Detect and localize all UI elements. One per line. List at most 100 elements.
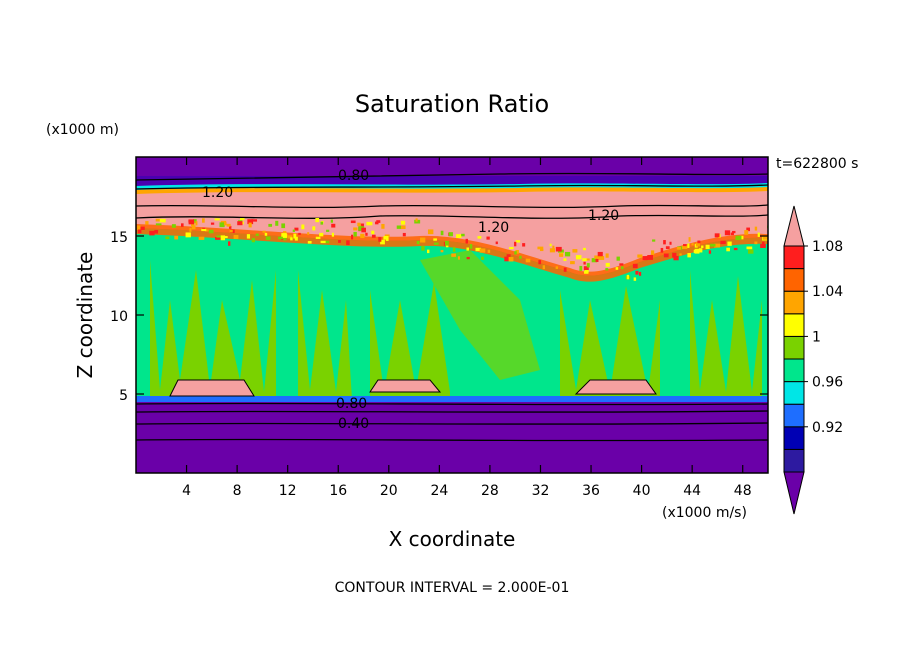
texture-speck (264, 232, 268, 236)
texture-speck (637, 254, 643, 258)
texture-speck (171, 224, 176, 228)
texture-speck (262, 230, 266, 233)
colorbar-tick-label: 1.04 (812, 284, 843, 300)
texture-speck (228, 225, 232, 229)
texture-speck (443, 241, 446, 246)
texture-speck (350, 220, 356, 224)
x-tick-label: 16 (329, 483, 347, 499)
texture-speck (733, 247, 738, 251)
texture-speck (727, 241, 732, 246)
texture-speck (159, 218, 166, 223)
texture-speck (537, 246, 544, 250)
texture-speck (579, 265, 583, 271)
texture-speck (508, 257, 514, 262)
texture-speck (219, 222, 225, 228)
contour-label: 0.80 (338, 168, 369, 184)
texture-speck (647, 255, 653, 260)
contour-labels: 0.80 1.20 1.20 1.20 0.80 0.40 (202, 168, 619, 432)
texture-speck (282, 231, 287, 234)
texture-speck (642, 256, 648, 261)
colorbar-tick-label: 0.96 (812, 375, 843, 391)
texture-speck (652, 239, 656, 242)
x-axis: 4 8 12 16 20 24 28 32 36 40 44 48 (182, 157, 752, 499)
texture-speck (294, 236, 298, 241)
y-axis-label: Z coordinate (73, 252, 97, 379)
texture-speck (632, 263, 638, 269)
texture-speck (324, 240, 330, 244)
texture-speck (495, 241, 498, 245)
contour-field (136, 157, 768, 473)
texture-speck (663, 240, 666, 245)
texture-speck (228, 241, 231, 246)
texture-speck (615, 267, 619, 270)
texture-speck (400, 220, 406, 225)
texture-speck (732, 230, 736, 234)
contour-label: 1.20 (588, 208, 619, 224)
x-tick-label: 8 (233, 483, 242, 499)
colorbar-tick-label: 0.92 (812, 420, 843, 436)
texture-speck (246, 234, 251, 239)
texture-speck (445, 244, 449, 248)
texture-speck (724, 230, 731, 236)
texture-speck (638, 271, 642, 276)
texture-speck (760, 243, 766, 248)
texture-speck (384, 234, 390, 238)
texture-speck (293, 233, 297, 239)
texture-speck (255, 233, 259, 236)
x-unit-label: (x1000 m/s) (662, 505, 747, 521)
texture-speck (320, 221, 324, 225)
texture-speck (208, 229, 214, 234)
y-unit-label: (x1000 m) (46, 122, 119, 138)
texture-speck (229, 229, 233, 233)
texture-speck (475, 247, 482, 252)
texture-speck (371, 234, 376, 238)
texture-speck (383, 236, 389, 240)
texture-speck (506, 254, 511, 257)
x-tick-label: 24 (430, 483, 448, 499)
colorbar-swatch (783, 268, 805, 292)
texture-speck (331, 223, 336, 228)
texture-speck (605, 253, 609, 258)
x-tick-label: 4 (182, 483, 191, 499)
contour-label: 0.80 (336, 396, 367, 412)
texture-speck (180, 223, 184, 227)
texture-speck (487, 249, 491, 253)
texture-speck (549, 248, 556, 253)
texture-speck (514, 241, 517, 247)
texture-speck (582, 247, 586, 251)
texture-speck (480, 256, 484, 260)
texture-speck (281, 223, 286, 229)
texture-speck (381, 223, 385, 229)
texture-speck (224, 236, 228, 239)
texture-speck (452, 247, 456, 252)
texture-speck (414, 219, 421, 224)
x-tick-label: 48 (734, 483, 752, 499)
texture-speck (509, 246, 514, 250)
texture-speck (248, 222, 252, 228)
texture-speck (440, 250, 444, 253)
texture-speck (275, 220, 279, 226)
texture-speck (351, 234, 354, 240)
texture-speck (456, 234, 462, 238)
texture-speck (378, 237, 382, 242)
chart-title: Saturation Ratio (355, 90, 549, 118)
texture-speck (220, 235, 226, 241)
texture-speck (697, 240, 701, 244)
texture-speck (619, 263, 624, 266)
texture-speck (140, 226, 145, 230)
texture-speck (633, 277, 637, 281)
colorbar-tick-label: 1.08 (812, 239, 843, 255)
lower-dry-region (136, 402, 768, 473)
texture-speck (448, 232, 453, 237)
texture-speck (202, 218, 205, 223)
texture-speck (469, 244, 473, 249)
texture-speck (416, 240, 420, 245)
texture-speck (360, 223, 364, 228)
texture-speck (457, 256, 460, 260)
texture-speck (591, 258, 598, 263)
colorbar-swatch (783, 290, 805, 315)
texture-speck (155, 223, 162, 226)
texture-speck (539, 248, 544, 252)
x-tick-label: 44 (683, 483, 701, 499)
texture-speck (191, 225, 196, 230)
